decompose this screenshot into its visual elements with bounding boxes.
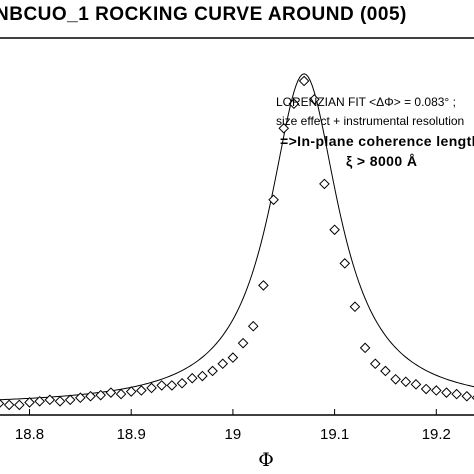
x-tick-label: 18.8 <box>15 426 44 443</box>
data-point <box>441 387 452 398</box>
data-point <box>298 75 310 87</box>
annotation-fit-line: LORENZIAN FIT <ΔΦ> = 0.083° ; <box>276 95 456 109</box>
data-point <box>227 352 239 363</box>
data-point <box>339 258 351 269</box>
data-point <box>461 390 473 402</box>
data-point <box>34 395 45 407</box>
data-point <box>197 370 208 382</box>
x-axis-label: Φ <box>258 449 274 471</box>
data-point <box>319 178 330 190</box>
data-point <box>268 194 279 206</box>
data-point <box>95 389 106 401</box>
data-point <box>217 358 229 370</box>
data-point <box>430 385 442 396</box>
data-point <box>186 372 198 384</box>
data-point <box>125 386 137 397</box>
data-point <box>0 399 5 408</box>
data-point <box>308 94 320 105</box>
data-point <box>44 394 56 406</box>
annotation-xi-bound: ξ > 8000 Å <box>346 153 417 169</box>
data-point <box>349 301 361 313</box>
data-point <box>359 342 371 354</box>
fit-annotation: LORENZIAN FIT <ΔΦ> = 0.083° ; size effec… <box>276 95 474 169</box>
data-point <box>166 380 178 391</box>
data-point <box>54 395 66 407</box>
data-point <box>75 392 86 404</box>
data-point <box>400 376 412 388</box>
data-point <box>146 382 157 394</box>
x-tick-label: 19.1 <box>320 426 349 443</box>
data-point <box>136 385 147 396</box>
data-point <box>24 397 35 408</box>
data-point <box>247 320 259 332</box>
data-point <box>3 399 15 411</box>
data-point <box>420 383 432 395</box>
data-point <box>390 373 401 385</box>
data-point <box>288 98 300 110</box>
data-point <box>207 365 218 377</box>
x-tick-label: 19.2 <box>422 426 451 443</box>
data-point <box>380 365 391 377</box>
data-point <box>278 122 290 134</box>
lorentzian-fit-curve <box>0 73 474 401</box>
data-point <box>14 399 25 411</box>
data-point <box>258 280 269 291</box>
data-point <box>64 394 76 406</box>
data-points <box>0 75 474 411</box>
chart-title: NBCUO_1 ROCKING CURVE AROUND (005) <box>0 4 407 25</box>
data-point <box>369 358 381 370</box>
data-point <box>85 390 96 402</box>
x-tick-label: 19 <box>225 426 242 443</box>
data-point <box>451 388 462 400</box>
annotation-size-effect: size effect + instrumental resolution <box>276 114 464 128</box>
data-point <box>410 379 422 390</box>
x-tick-label: 18.9 <box>117 426 146 443</box>
data-point <box>105 387 117 398</box>
data-point <box>115 388 127 400</box>
data-point <box>156 380 168 391</box>
data-point <box>176 377 188 389</box>
annotation-coherence-length: =>In-plane coherence length <box>280 133 474 149</box>
data-point <box>237 337 249 349</box>
data-point <box>329 224 340 236</box>
